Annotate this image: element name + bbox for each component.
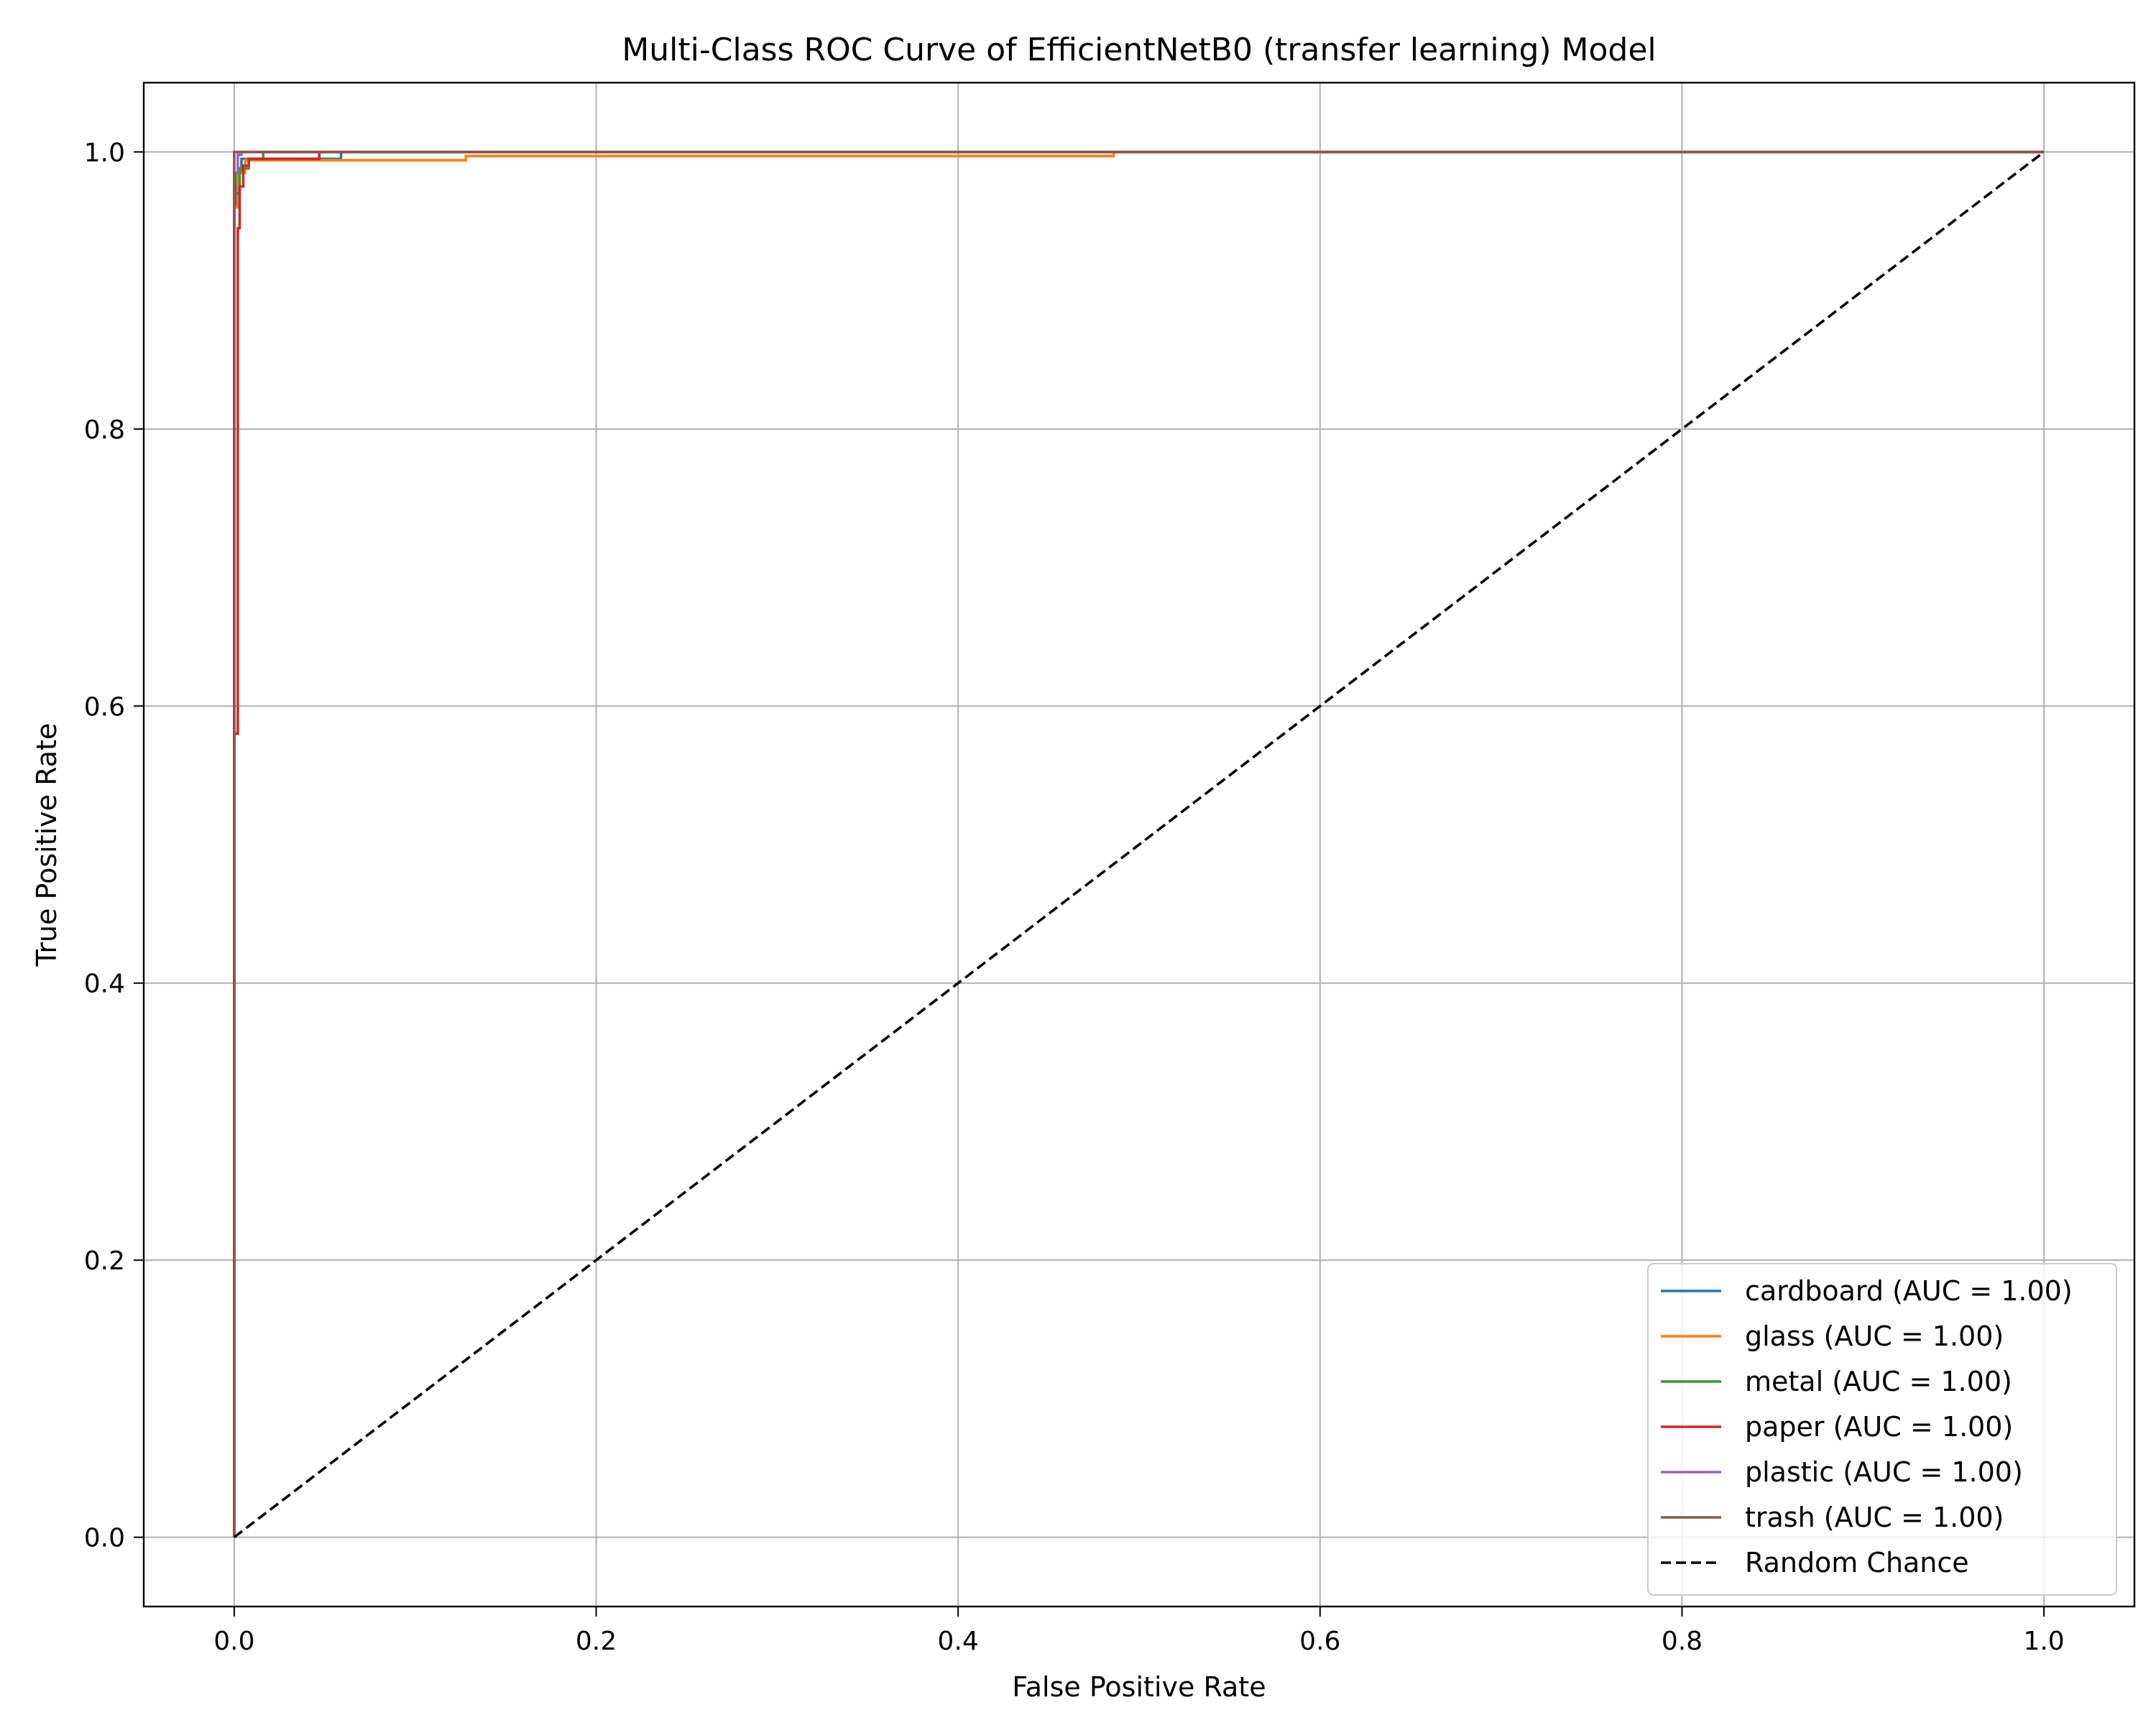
legend-box xyxy=(1647,1263,2117,1596)
legend-label-4: plastic (AUC = 1.00) xyxy=(1745,1456,2023,1488)
series-line-1 xyxy=(233,150,2045,1538)
series-lines xyxy=(233,150,2045,1539)
series-line-2 xyxy=(233,150,2045,1538)
series-line-6 xyxy=(233,150,2045,1539)
y-tick-label: 1.0 xyxy=(84,138,125,167)
series-line-5 xyxy=(233,150,2045,1538)
x-tick-label: 0.4 xyxy=(938,1627,979,1656)
legend-label-2: metal (AUC = 1.00) xyxy=(1745,1366,2012,1397)
y-tick-label: 0.6 xyxy=(84,692,125,722)
legend-label-3: paper (AUC = 1.00) xyxy=(1745,1411,2013,1443)
y-tick-label: 0.4 xyxy=(84,970,125,999)
legend-label-0: cardboard (AUC = 1.00) xyxy=(1745,1275,2073,1307)
x-tick-label: 0.0 xyxy=(213,1627,254,1656)
legend-items: cardboard (AUC = 1.00) glass (AUC = 1.00)… xyxy=(1661,1275,2073,1578)
legend-label-5: trash (AUC = 1.00) xyxy=(1745,1502,2004,1533)
x-axis-label: False Positive Rate xyxy=(1012,1671,1266,1703)
series-line-3 xyxy=(233,150,2045,1538)
chart-title: Multi-Class ROC Curve of EfficientNetB0 … xyxy=(622,32,1656,68)
grid xyxy=(144,83,2134,1607)
x-tick-label: 0.6 xyxy=(1299,1627,1340,1656)
axis-ticks: 0.0 0.2 0.4 0.6 0.8 1.0 0.0 0.2 0.4 0.6 0.8 1.0 xyxy=(84,138,2065,1656)
legend-label-6: Random Chance xyxy=(1745,1547,1969,1578)
legend-label-1: glass (AUC = 1.00) xyxy=(1745,1320,2004,1352)
x-tick-label: 1.0 xyxy=(2023,1627,2064,1656)
legend: cardboard (AUC = 1.00) glass (AUC = 1.00)… xyxy=(1647,1263,2117,1596)
plot-frame xyxy=(142,81,2136,1608)
y-tick-label: 0.2 xyxy=(84,1246,125,1276)
y-axis-label: True Positive Rate xyxy=(31,723,63,968)
x-tick-label: 0.8 xyxy=(1662,1627,1703,1656)
y-tick-label: 0.0 xyxy=(84,1524,125,1553)
y-tick-label: 0.8 xyxy=(84,415,125,445)
x-tick-label: 0.2 xyxy=(576,1627,617,1656)
